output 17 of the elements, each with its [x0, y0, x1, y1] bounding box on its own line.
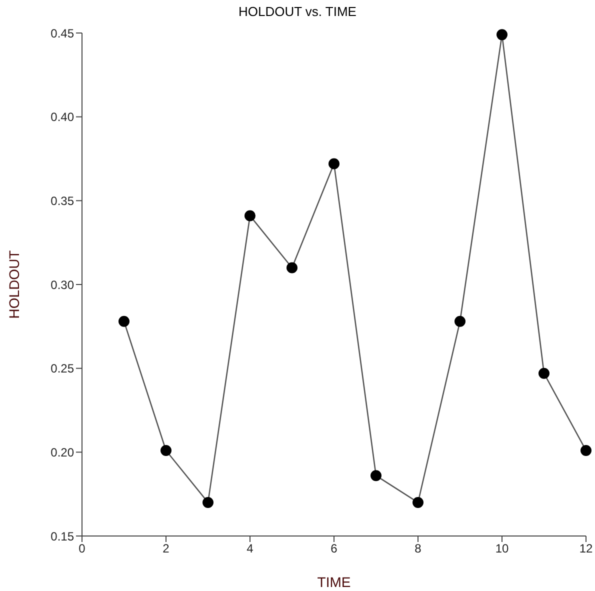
- x-tick-label: 12: [579, 542, 593, 556]
- x-tick-label: 2: [162, 542, 170, 556]
- y-tick-label: 0.35: [50, 194, 74, 208]
- y-axis-title: HOLDOUT: [6, 250, 22, 319]
- y-tick-label: 0.25: [50, 362, 74, 376]
- y-tick-label: 0.40: [50, 110, 74, 124]
- x-tick-label: 10: [495, 542, 509, 556]
- x-tick-label: 8: [414, 542, 422, 556]
- x-tick-label: 4: [246, 542, 254, 556]
- chart-title: HOLDOUT vs. TIME: [238, 4, 358, 19]
- x-tick-label: 0: [78, 542, 86, 556]
- y-tick-label: 0.20: [50, 445, 74, 460]
- x-tick-label: 6: [330, 542, 338, 556]
- y-tick-label: 0.45: [50, 26, 74, 40]
- x-axis-title: TIME: [317, 574, 351, 590]
- y-tick-label: 0.15: [50, 529, 74, 544]
- y-tick-label: 0.30: [50, 278, 74, 292]
